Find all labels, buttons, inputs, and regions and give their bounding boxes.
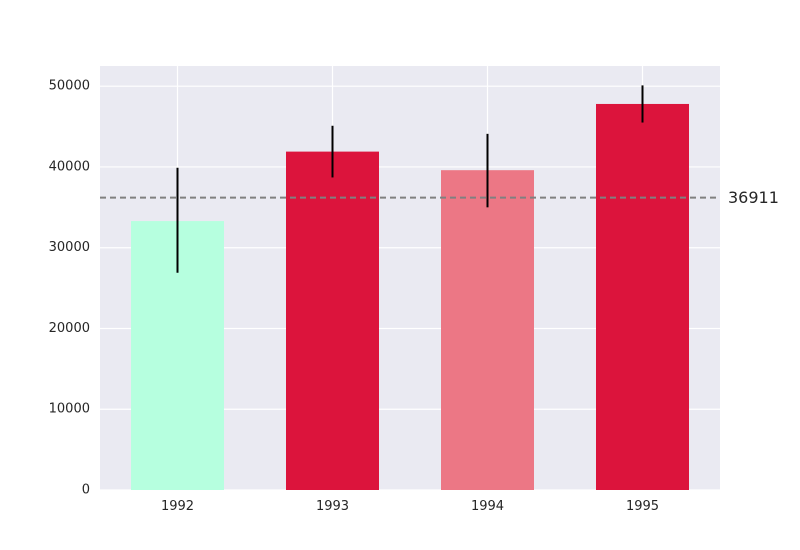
x-axis-ticks: 1992 1993 1994 1995 — [161, 499, 659, 514]
bar-1995 — [596, 103, 689, 490]
y-tick-label: 50000 — [49, 79, 90, 94]
bar-1994 — [441, 170, 534, 490]
error-bars — [176, 85, 644, 273]
y-tick-label: 20000 — [49, 321, 90, 336]
reference-line-label: 36911 — [728, 188, 779, 207]
x-tick-label: 1995 — [626, 499, 659, 514]
x-tick-label: 1993 — [316, 499, 349, 514]
bars — [131, 103, 689, 491]
x-tick-label: 1994 — [471, 499, 504, 514]
y-tick-label: 0 — [82, 483, 90, 498]
bar-1993 — [286, 151, 379, 491]
x-tick-label: 1992 — [161, 499, 194, 514]
y-tick-label: 10000 — [49, 402, 90, 417]
y-tick-label: 40000 — [49, 159, 90, 174]
y-tick-label: 30000 — [49, 240, 90, 255]
y-axis-ticks: 0 10000 20000 30000 40000 50000 — [49, 79, 90, 498]
